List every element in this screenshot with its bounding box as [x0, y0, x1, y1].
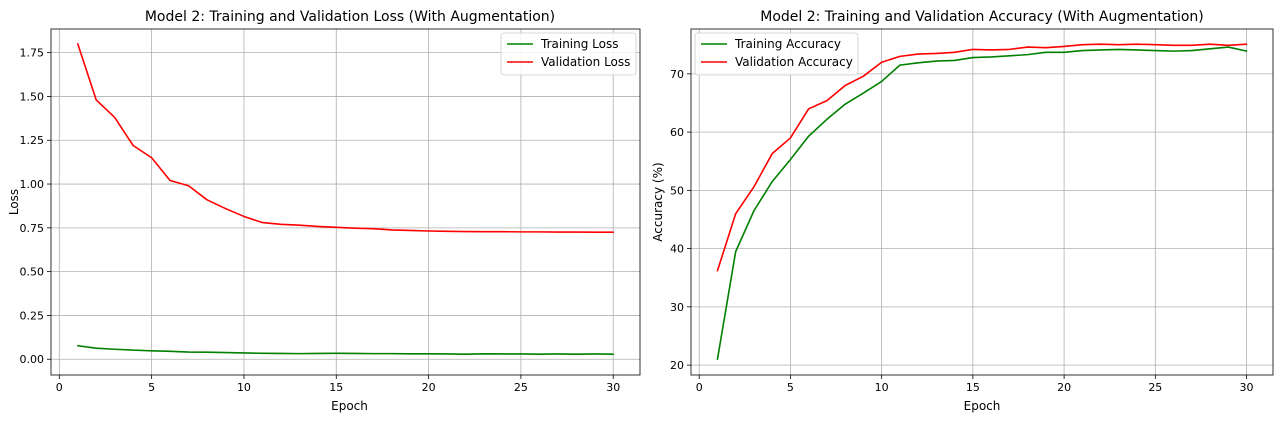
- accuracy-x-tick-label: 30: [1240, 381, 1254, 394]
- loss-x-axis-label: Epoch: [331, 399, 368, 413]
- accuracy-chart: Model 2: Training and Validation Accurac…: [651, 9, 1274, 413]
- loss-x-tick-label: 20: [422, 381, 436, 394]
- accuracy-legend: Training Accuracy Validation Accuracy: [694, 32, 859, 76]
- loss-y-tick-label: 0.50: [20, 266, 45, 279]
- accuracy-y-axis-label: Accuracy (%): [651, 162, 665, 241]
- accuracy-x-tick-label: 5: [787, 381, 794, 394]
- loss-chart: Model 2: Training and Validation Loss (W…: [7, 9, 641, 413]
- accuracy-x-tick-label: 25: [1148, 381, 1162, 394]
- accuracy-series-validation-line: [716, 43, 1248, 272]
- accuracy-x-axis-label: Epoch: [964, 399, 1001, 413]
- loss-chart-title: Model 2: Training and Validation Loss (W…: [145, 9, 555, 25]
- loss-legend: Training Loss Validation Loss: [500, 32, 637, 76]
- loss-x-tick-label: 15: [329, 381, 343, 394]
- accuracy-legend-box: [694, 32, 859, 76]
- accuracy-x-tick-label: 10: [875, 381, 889, 394]
- accuracy-y-tick-label: 50: [670, 184, 684, 197]
- loss-x-tick-label: 25: [514, 381, 528, 394]
- loss-y-tick-label: 1.75: [20, 47, 45, 60]
- loss-y-tick-label: 0.75: [20, 222, 45, 235]
- accuracy-legend-training-label: Training Accuracy: [734, 37, 841, 51]
- accuracy-y-tick-label: 30: [670, 301, 684, 314]
- accuracy-x-tick-label: 0: [696, 381, 703, 394]
- accuracy-y-tick-label: 60: [670, 126, 684, 139]
- accuracy-legend-validation-label: Validation Accuracy: [735, 55, 853, 69]
- accuracy-chart-title: Model 2: Training and Validation Accurac…: [760, 9, 1204, 25]
- loss-legend-validation-label: Validation Loss: [541, 55, 630, 69]
- loss-x-tick-label: 30: [606, 381, 620, 394]
- accuracy-y-tick-label: 20: [670, 359, 684, 372]
- loss-y-axis-label: Loss: [7, 189, 21, 215]
- loss-legend-box: [500, 32, 637, 76]
- loss-series-validation-line: [76, 43, 615, 234]
- accuracy-x-tick-label: 20: [1057, 381, 1071, 394]
- loss-series-training-line: [76, 344, 615, 355]
- loss-x-tick-label: 5: [148, 381, 155, 394]
- accuracy-y-tick-label: 40: [670, 243, 684, 256]
- accuracy-x-tick-label: 15: [966, 381, 980, 394]
- loss-plot-frame: [50, 28, 641, 376]
- loss-y-tick-label: 1.50: [20, 90, 45, 103]
- loss-x-tick-label: 0: [56, 381, 63, 394]
- accuracy-y-tick-label: 70: [670, 68, 684, 81]
- loss-legend-training-label: Training Loss: [540, 37, 618, 51]
- accuracy-series-training-line: [716, 46, 1248, 361]
- loss-x-tick-label: 10: [237, 381, 251, 394]
- loss-y-tick-label: 0.25: [20, 309, 45, 322]
- loss-y-tick-label: 1.25: [20, 134, 45, 147]
- accuracy-plot-frame: [690, 28, 1274, 376]
- loss-y-tick-label: 1.00: [20, 178, 45, 191]
- loss-y-tick-label: 0.00: [20, 353, 45, 366]
